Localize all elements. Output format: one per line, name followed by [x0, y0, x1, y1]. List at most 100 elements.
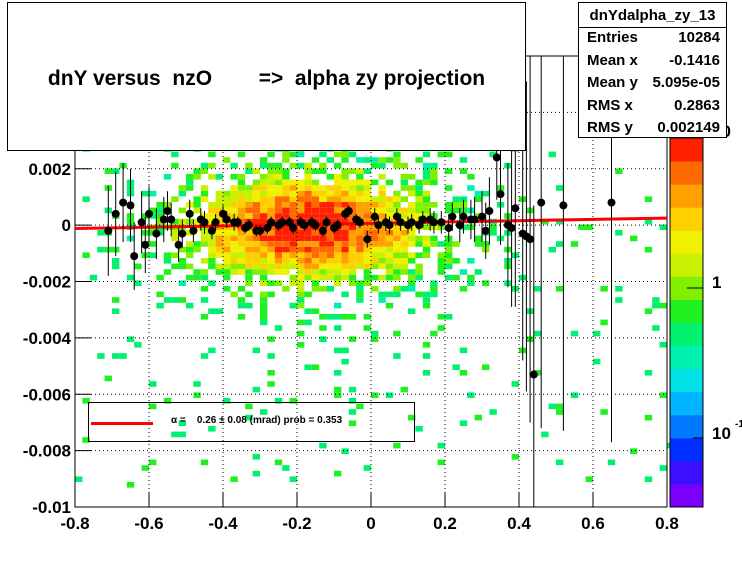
- heatmap-cell: [363, 207, 371, 214]
- heatmap-cell: [134, 280, 142, 286]
- heatmap-cell: [193, 202, 201, 208]
- heatmap-cell: [200, 185, 209, 191]
- heatmap-cell: [245, 263, 253, 270]
- heatmap-cell: [437, 269, 445, 275]
- heatmap-cell: [171, 263, 179, 270]
- heatmap-cell: [82, 437, 90, 443]
- heatmap-cell: [208, 258, 216, 264]
- heatmap-cell: [334, 241, 342, 247]
- heatmap-cell: [422, 241, 431, 247]
- heatmap-cell: [615, 297, 623, 303]
- heatmap-cell: [348, 185, 357, 191]
- heatmap-cell: [430, 280, 438, 286]
- x-tick-label: -0.6: [134, 514, 163, 533]
- profile-marker: [174, 240, 183, 249]
- heatmap-cell: [459, 286, 468, 292]
- heatmap-cell: [334, 386, 342, 393]
- heatmap-cell: [415, 426, 423, 432]
- heatmap-cell: [245, 202, 253, 208]
- heatmap-cell: [437, 325, 445, 331]
- heatmap-cell: [245, 291, 253, 298]
- heatmap-cell: [341, 202, 349, 208]
- heatmap-cell: [267, 246, 275, 253]
- heatmap-cell: [260, 218, 268, 225]
- heatmap-cell: [208, 151, 216, 158]
- heatmap-cell: [252, 235, 260, 242]
- profile-marker: [385, 221, 394, 230]
- heatmap-cell: [223, 263, 231, 270]
- heatmap-cell: [400, 185, 408, 191]
- heatmap-cell: [282, 246, 290, 253]
- heatmap-cell: [178, 431, 186, 438]
- heatmap-cell: [415, 263, 423, 270]
- heatmap-cell: [422, 196, 431, 202]
- heatmap-cell: [223, 190, 231, 197]
- heatmap-cell: [311, 213, 320, 219]
- chart-title: dnY versus nzO => alpha zy projection: [47, 67, 486, 90]
- heatmap-cell: [385, 291, 394, 298]
- heatmap-cell: [274, 246, 283, 253]
- heatmap-cell: [89, 274, 98, 281]
- heatmap-cell: [245, 246, 253, 253]
- profile-marker: [448, 212, 457, 221]
- heatmap-cell: [400, 224, 408, 230]
- heatmap-cell: [260, 274, 268, 281]
- heatmap-cell: [178, 420, 186, 426]
- fit-legend-text: α = 0.26 ± 0.08 (mrad) prob = 0.353: [171, 415, 343, 426]
- profile-marker: [244, 221, 253, 230]
- palette-segment: [670, 253, 703, 277]
- palette-segment: [670, 391, 703, 416]
- heatmap-cell: [371, 235, 379, 242]
- heatmap-cell: [341, 241, 349, 247]
- palette-segment: [670, 184, 703, 208]
- heatmap-cell: [408, 258, 416, 264]
- profile-marker: [267, 218, 276, 227]
- heatmap-cell: [171, 151, 179, 158]
- heatmap-cell: [341, 258, 349, 264]
- heatmap-cell: [659, 224, 667, 230]
- heatmap-cell: [615, 168, 623, 174]
- heatmap-cell: [304, 202, 312, 208]
- profile-point: [233, 216, 242, 228]
- heatmap-cell: [304, 291, 312, 298]
- heatmap-cell: [311, 230, 320, 236]
- palette-segment: [670, 207, 703, 231]
- heatmap-cell: [297, 185, 305, 191]
- heatmap-cell: [282, 235, 290, 242]
- heatmap-cell: [445, 151, 453, 158]
- heatmap-cell: [430, 291, 438, 298]
- heatmap-cell: [659, 465, 667, 471]
- heatmap-cell: [378, 263, 386, 270]
- profile-point: [478, 191, 486, 243]
- heatmap-cell: [289, 196, 297, 202]
- heatmap-cell: [356, 185, 364, 191]
- heatmap-cell: [134, 342, 142, 348]
- heatmap-cell: [341, 263, 349, 270]
- color-palette: [669, 136, 704, 508]
- heatmap-cell: [304, 174, 312, 180]
- profile-point: [130, 222, 139, 290]
- heatmap-cell: [400, 235, 408, 242]
- heatmap-cell: [289, 398, 297, 404]
- heatmap-cell: [348, 230, 357, 236]
- heatmap-cell: [452, 258, 460, 264]
- heatmap-cell: [156, 218, 164, 225]
- palette-segment: [670, 345, 703, 370]
- heatmap-cell: [282, 179, 290, 186]
- heatmap-cell: [356, 207, 364, 214]
- heatmap-cell: [237, 314, 246, 320]
- heatmap-cell: [149, 381, 157, 387]
- heatmap-cell: [260, 263, 268, 270]
- heatmap-cell: [304, 162, 312, 169]
- heatmap-cell: [267, 185, 275, 191]
- heatmap-cell: [311, 252, 320, 258]
- heatmap-cell: [445, 241, 453, 247]
- heatmap-cell: [282, 286, 290, 292]
- heatmap-cell: [341, 314, 349, 320]
- heatmap-cell: [289, 185, 297, 191]
- profile-point: [496, 143, 505, 245]
- heatmap-cell: [186, 252, 194, 258]
- heatmap-cell: [289, 190, 297, 197]
- heatmap-cell: [445, 258, 453, 264]
- profile-point: [559, 56, 568, 431]
